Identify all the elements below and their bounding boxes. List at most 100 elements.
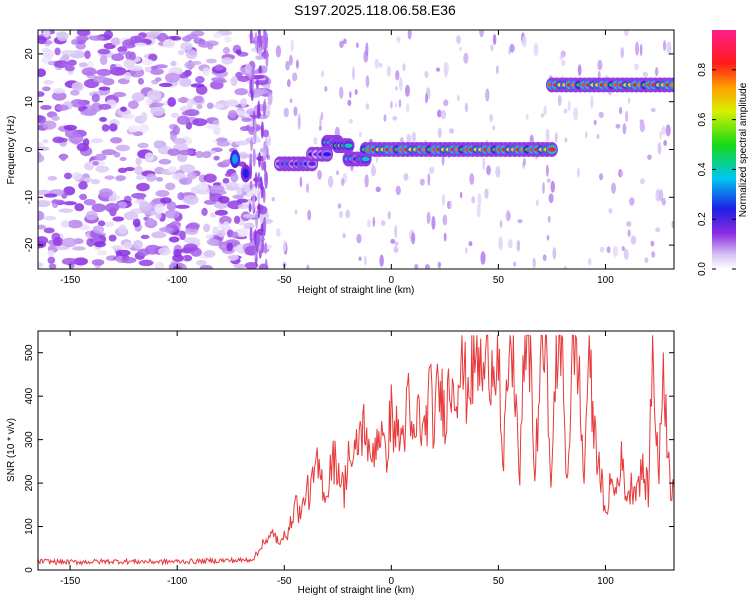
y-tick-label: 10 bbox=[24, 96, 35, 108]
noise-blob bbox=[132, 239, 143, 250]
faint-streak bbox=[283, 107, 289, 118]
transition-streak bbox=[260, 223, 264, 232]
noise-blob bbox=[230, 76, 238, 87]
noise-blob bbox=[170, 60, 177, 67]
noise-blob bbox=[214, 64, 224, 71]
faint-streak bbox=[356, 233, 362, 244]
faint-streak bbox=[507, 239, 513, 249]
faint-streak bbox=[363, 255, 367, 266]
noise-blob bbox=[212, 32, 222, 39]
noise-blob bbox=[179, 77, 192, 88]
faint-streak bbox=[629, 197, 635, 206]
noise-blob bbox=[225, 186, 240, 191]
noise-blob bbox=[98, 86, 111, 91]
faint-streak bbox=[533, 42, 539, 56]
noise-blob bbox=[176, 153, 188, 163]
faint-streak bbox=[485, 90, 489, 101]
noise-blob bbox=[43, 215, 57, 221]
noise-blob bbox=[43, 227, 55, 234]
faint-streak bbox=[552, 247, 557, 260]
faint-streak bbox=[547, 215, 551, 223]
noise-blob bbox=[217, 229, 226, 238]
faint-streak bbox=[271, 197, 275, 202]
noise-blob bbox=[262, 84, 271, 89]
faint-streak bbox=[563, 265, 567, 269]
noise-blob bbox=[67, 219, 83, 229]
noise-blob bbox=[117, 167, 128, 174]
noise-blob bbox=[75, 42, 86, 50]
faint-streak bbox=[546, 234, 550, 241]
faint-streak bbox=[267, 91, 273, 106]
faint-streak bbox=[661, 197, 667, 206]
faint-streak bbox=[290, 39, 294, 52]
faint-streak bbox=[564, 137, 568, 143]
noise-blob bbox=[84, 50, 91, 60]
snr-x-axis-label: Height of straight line (km) bbox=[298, 585, 415, 596]
colorbar-tick-label: 0.6 bbox=[697, 112, 708, 126]
noise-blob bbox=[91, 203, 106, 213]
noise-blob bbox=[167, 97, 177, 107]
noise-blob bbox=[79, 193, 88, 201]
faint-streak bbox=[469, 173, 475, 185]
tone-core bbox=[308, 161, 317, 167]
colorbar: 0.0 0.2 0.4 0.6 0.8 Normalized spectral ampl… bbox=[697, 30, 749, 276]
transition-streak bbox=[265, 32, 269, 49]
faint-streak bbox=[285, 60, 290, 71]
faint-streak bbox=[498, 236, 503, 251]
faint-streak bbox=[387, 211, 391, 220]
noise-blob bbox=[115, 249, 131, 257]
noise-blob bbox=[52, 88, 66, 94]
noise-blob bbox=[209, 184, 225, 194]
faint-streak bbox=[480, 251, 486, 265]
noise-blob bbox=[146, 217, 155, 226]
noise-blob bbox=[164, 209, 180, 219]
faint-streak bbox=[459, 191, 463, 199]
noise-blob bbox=[38, 224, 47, 230]
noise-blob bbox=[61, 237, 77, 248]
faint-streak bbox=[622, 123, 627, 135]
noise-blob bbox=[38, 262, 44, 268]
noise-blob bbox=[227, 254, 239, 261]
faint-streak bbox=[375, 186, 381, 193]
noise-blob bbox=[203, 223, 211, 233]
noise-blob bbox=[108, 196, 117, 202]
faint-streak bbox=[540, 113, 545, 118]
noise-blob bbox=[140, 234, 150, 240]
faint-streak bbox=[394, 102, 398, 108]
noise-blob bbox=[123, 59, 136, 68]
noise-blob bbox=[52, 237, 64, 247]
noise-blob bbox=[91, 259, 105, 266]
noise-blob bbox=[54, 47, 61, 56]
noise-blob bbox=[240, 98, 247, 108]
noise-blob bbox=[83, 177, 94, 182]
noise-blob bbox=[134, 165, 143, 176]
noise-blob bbox=[235, 228, 249, 238]
faint-streak bbox=[548, 193, 554, 204]
transition-streak bbox=[249, 79, 253, 94]
noise-blob bbox=[218, 196, 230, 204]
noise-blob bbox=[53, 60, 69, 69]
transition-streak bbox=[255, 210, 259, 229]
noise-blob bbox=[214, 79, 227, 84]
noise-blob bbox=[127, 125, 139, 133]
noise-blob bbox=[212, 119, 220, 127]
noise-blob bbox=[71, 82, 82, 90]
faint-streak bbox=[492, 125, 496, 131]
noise-blob bbox=[81, 67, 97, 76]
faint-streak bbox=[590, 95, 594, 109]
noise-blob bbox=[101, 149, 117, 156]
noise-blob bbox=[167, 148, 181, 156]
snr-y-axis-label: SNR (10 * v/v) bbox=[6, 418, 17, 482]
faint-streak bbox=[352, 66, 355, 81]
noise-blob bbox=[164, 72, 181, 83]
faint-streak bbox=[340, 177, 345, 187]
noise-blob bbox=[38, 115, 47, 124]
spectrogram-x-axis-label: Height of straight line (km) bbox=[298, 285, 415, 296]
faint-streak bbox=[545, 128, 550, 142]
faint-streak bbox=[449, 200, 452, 210]
y-tick-label: 400 bbox=[24, 387, 35, 404]
transition-streak bbox=[264, 242, 268, 255]
transition-streak bbox=[261, 239, 265, 254]
noise-blob bbox=[38, 68, 47, 77]
snr-y-ticks: 0 100 200 300 400 500 bbox=[24, 344, 674, 573]
